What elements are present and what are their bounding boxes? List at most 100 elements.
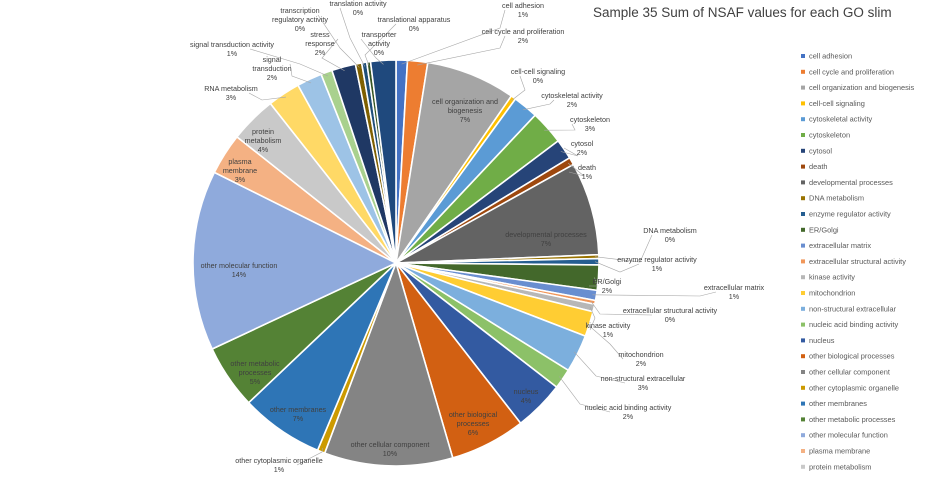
leader-transcription-regulatory-activity bbox=[317, 14, 360, 68]
slice-label-other-cytoplasmic-organelle: other cytoplasmic organelle 1% bbox=[235, 456, 323, 474]
slice-label-dna-metabolism: DNA metabolism 0% bbox=[643, 226, 697, 244]
legend-swatch bbox=[801, 306, 805, 311]
slice-label-extracellular-structural-activity: extracellular structural activity 0% bbox=[623, 306, 718, 324]
leader-enzyme-regulator-activity bbox=[594, 261, 640, 273]
legend-item-extracellular-structural-activity: extracellular structural activity bbox=[801, 257, 906, 266]
legend-swatch bbox=[801, 133, 805, 137]
legend-label: mitochondrion bbox=[809, 289, 855, 298]
slice-label-death: death 1% bbox=[578, 163, 596, 181]
leader-cytosol bbox=[560, 147, 579, 157]
slice-label-cytosol: cytosol 2% bbox=[571, 139, 594, 157]
legend-item-non-structural-extracellular: non-structural extracellular bbox=[801, 304, 897, 313]
legend-swatch bbox=[801, 259, 805, 264]
slice-label-cell-organization-and-biogenesis: cell organization and biogenesis 7% bbox=[432, 97, 498, 124]
legend-item-cell-cycle-and-proliferation: cell cycle and proliferation bbox=[801, 67, 894, 76]
legend-swatch bbox=[801, 85, 805, 90]
legend-item-other-molecular-function: other molecular function bbox=[801, 431, 888, 440]
legend-label: other membranes bbox=[809, 399, 867, 408]
slice-label-er-golgi: ER/Golgi 2% bbox=[593, 277, 622, 295]
leader-translational-apparatus bbox=[364, 23, 397, 66]
leader-mitochondrion bbox=[585, 322, 624, 360]
leader-stress-response bbox=[321, 38, 345, 72]
slice-label-other-biological-processes: other biological processes 6% bbox=[449, 410, 498, 437]
slice-label-enzyme-regulator-activity: enzyme regulator activity 1% bbox=[617, 255, 697, 273]
legend-item-other-cytoplasmic-organelle: other cytoplasmic organelle bbox=[801, 383, 899, 392]
slice-label-cytoskeleton: cytoskeleton 3% bbox=[570, 115, 610, 133]
legend-swatch bbox=[801, 101, 805, 106]
legend-item-protein-metabolism: protein metabolism bbox=[801, 462, 871, 471]
legend-swatch bbox=[801, 196, 805, 201]
leader-cell-cycle-and-proliferation bbox=[417, 35, 506, 66]
legend-label: cell cycle and proliferation bbox=[809, 67, 894, 76]
leader-cell-adhesion bbox=[401, 9, 506, 65]
slice-label-cell-cell-signaling: cell-cell signaling 0% bbox=[511, 67, 565, 85]
legend-item-dna-metabolism: DNA metabolism bbox=[801, 194, 864, 203]
leader-signal-transduction bbox=[289, 63, 312, 84]
legend-label: protein metabolism bbox=[809, 462, 871, 471]
legend-label: cell adhesion bbox=[809, 52, 852, 61]
legend-swatch bbox=[801, 275, 805, 280]
slice-label-cell-cycle-and-proliferation: cell cycle and proliferation 2% bbox=[482, 27, 565, 45]
legend-swatch bbox=[801, 164, 805, 169]
legend-label: developmental processes bbox=[809, 178, 893, 187]
legend-swatch bbox=[801, 385, 805, 390]
leader-extracellular-structural-activity bbox=[590, 301, 653, 316]
slice-label-nucleic-acid-binding-activity: nucleic acid binding activity 2% bbox=[585, 403, 672, 421]
legend-item-enzyme-regulator-activity: enzyme regulator activity bbox=[801, 210, 891, 219]
legend-label: extracellular matrix bbox=[809, 241, 871, 250]
legend-label: other cellular component bbox=[809, 368, 890, 377]
legend-label: ER/Golgi bbox=[809, 225, 839, 234]
legend-label: nucleic acid binding activity bbox=[809, 320, 898, 329]
legend-item-er-golgi: ER/Golgi bbox=[801, 225, 839, 234]
slice-label-stress-response: stress response 2% bbox=[305, 30, 335, 57]
slice-labels: cell adhesion 1% cell cycle and proliferat… bbox=[190, 0, 765, 474]
leader-cytoskeleton bbox=[544, 123, 576, 131]
legend-item-extracellular-matrix: extracellular matrix bbox=[801, 241, 871, 250]
leader-signal-transduction-activity bbox=[249, 48, 329, 77]
leader-cell-cell-signaling bbox=[510, 75, 526, 101]
legend-item-developmental-processes: developmental processes bbox=[801, 178, 893, 187]
legend-item-cytoskeletal-activity: cytoskeletal activity bbox=[801, 115, 873, 124]
leader-death bbox=[567, 162, 585, 177]
slice-label-developmental-processes: developmental processes 7% bbox=[505, 230, 587, 248]
legend-swatch bbox=[801, 227, 805, 232]
legend-swatch bbox=[801, 180, 805, 185]
leader-translation-activity bbox=[339, 7, 366, 67]
legend-swatch bbox=[801, 243, 805, 248]
legend-label: cytoskeletal activity bbox=[809, 115, 873, 124]
legend-item-other-cellular-component: other cellular component bbox=[801, 368, 890, 377]
leader-rna-metabolism bbox=[248, 92, 287, 101]
legend-swatch bbox=[801, 449, 805, 453]
legend-swatch bbox=[801, 370, 805, 374]
leader-kinase-activity bbox=[589, 306, 596, 331]
slice-label-non-structural-extracellular: non-structural extracellular 3% bbox=[601, 374, 686, 392]
slice-label-protein-metabolism: protein metabolism 4% bbox=[245, 127, 282, 154]
legend-item-nucleic-acid-binding-activity: nucleic acid binding activity bbox=[801, 320, 898, 329]
legend-item-nucleus: nucleus bbox=[801, 336, 835, 345]
legend-item-mitochondrion: mitochondrion bbox=[801, 289, 855, 298]
legend-label: plasma membrane bbox=[809, 447, 870, 456]
leader-transporter-activity bbox=[360, 38, 384, 65]
legend-label: other molecular function bbox=[809, 431, 888, 440]
legend-item-cytoskeleton: cytoskeleton bbox=[801, 131, 850, 140]
legend-label: extracellular structural activity bbox=[809, 257, 906, 266]
legend-label: other cytoplasmic organelle bbox=[809, 383, 899, 392]
slice-other-cellular-component bbox=[323, 260, 454, 467]
legend-swatch bbox=[801, 117, 805, 122]
legend-label: enzyme regulator activity bbox=[809, 210, 891, 219]
legend: cell adhesion cell cycle and proliferatio… bbox=[801, 52, 914, 471]
leader-nucleic-acid-binding-activity bbox=[559, 376, 611, 413]
legend-swatch bbox=[801, 354, 805, 359]
slice-label-translational-apparatus: translational apparatus 0% bbox=[378, 15, 451, 33]
slice-label-other-metabolic-processes: other metabolic processes 5% bbox=[230, 359, 280, 386]
leader-dna-metabolism bbox=[594, 234, 653, 263]
legend-item-other-metabolic-processes: other metabolic processes bbox=[801, 415, 896, 424]
legend-item-cell-adhesion: cell adhesion bbox=[801, 52, 852, 61]
legend-label: other metabolic processes bbox=[809, 415, 896, 424]
legend-item-death: death bbox=[801, 162, 828, 171]
slice-label-transcription-regulatory-activity: transcription regulatory activity 0% bbox=[272, 6, 328, 33]
legend-swatch bbox=[801, 69, 805, 74]
slice-label-cell-adhesion: cell adhesion 1% bbox=[502, 1, 544, 19]
legend-swatch bbox=[801, 464, 805, 469]
